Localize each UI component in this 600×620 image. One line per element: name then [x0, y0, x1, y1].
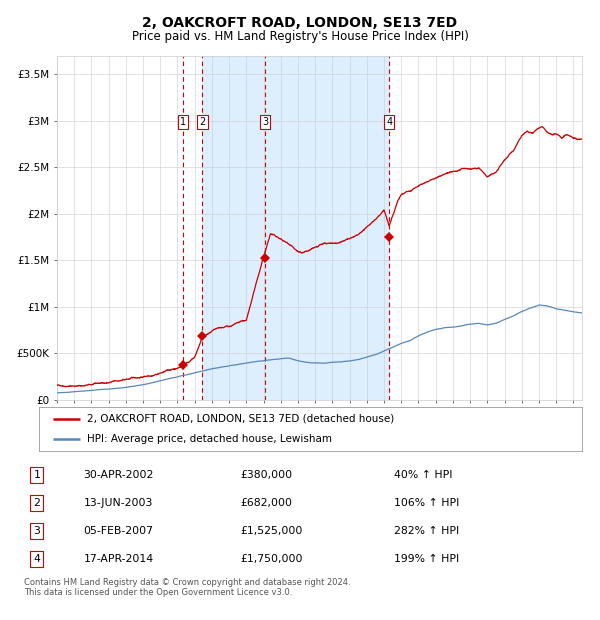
Text: 4: 4	[34, 554, 40, 564]
Text: 40% ↑ HPI: 40% ↑ HPI	[394, 469, 453, 479]
Text: 2: 2	[34, 498, 40, 508]
Text: 1: 1	[180, 117, 186, 127]
Text: HPI: Average price, detached house, Lewisham: HPI: Average price, detached house, Lewi…	[87, 434, 332, 445]
Text: 3: 3	[34, 526, 40, 536]
Bar	[265, 56, 389, 400]
Text: 2: 2	[199, 117, 206, 127]
Text: 30-APR-2002: 30-APR-2002	[83, 469, 154, 479]
Text: 199% ↑ HPI: 199% ↑ HPI	[394, 554, 460, 564]
Text: £1,525,000: £1,525,000	[240, 526, 302, 536]
Text: 1: 1	[34, 469, 40, 479]
Text: 2, OAKCROFT ROAD, LONDON, SE13 7ED (detached house): 2, OAKCROFT ROAD, LONDON, SE13 7ED (deta…	[87, 414, 394, 424]
Text: 282% ↑ HPI: 282% ↑ HPI	[394, 526, 460, 536]
Text: 106% ↑ HPI: 106% ↑ HPI	[394, 498, 460, 508]
Text: 05-FEB-2007: 05-FEB-2007	[83, 526, 154, 536]
Text: 17-APR-2014: 17-APR-2014	[83, 554, 154, 564]
Text: 13-JUN-2003: 13-JUN-2003	[83, 498, 153, 508]
Text: 4: 4	[386, 117, 392, 127]
Text: 3: 3	[262, 117, 268, 127]
Text: £1,750,000: £1,750,000	[240, 554, 303, 564]
Bar	[202, 56, 265, 400]
Text: 2, OAKCROFT ROAD, LONDON, SE13 7ED: 2, OAKCROFT ROAD, LONDON, SE13 7ED	[142, 16, 458, 30]
Text: Price paid vs. HM Land Registry's House Price Index (HPI): Price paid vs. HM Land Registry's House …	[131, 30, 469, 43]
Text: £682,000: £682,000	[240, 498, 292, 508]
Text: £380,000: £380,000	[240, 469, 292, 479]
Text: Contains HM Land Registry data © Crown copyright and database right 2024.
This d: Contains HM Land Registry data © Crown c…	[24, 578, 350, 597]
